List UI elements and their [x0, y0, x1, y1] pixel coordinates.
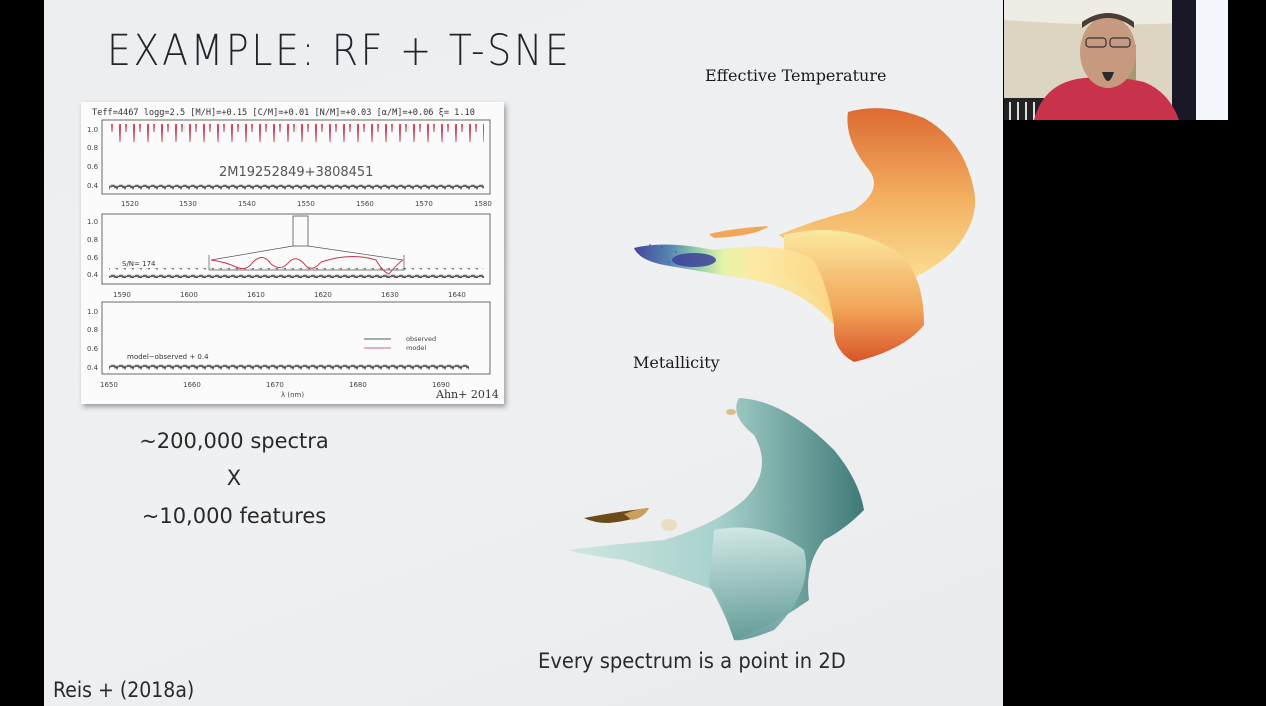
- svg-text:1680: 1680: [349, 381, 367, 389]
- svg-text:1620: 1620: [314, 291, 332, 299]
- presenter-webcam: [1004, 0, 1228, 120]
- stellar-parameters: Teff=4467 logg=2.5 [M/H]=+0.15 [C/M]=+0.…: [92, 108, 475, 118]
- spectrum-figure: Teff=4467 logg=2.5 [M/H]=+0.15 [C/M]=+0.…: [81, 102, 504, 404]
- svg-text:1650: 1650: [100, 381, 118, 389]
- svg-text:0.6: 0.6: [87, 254, 99, 262]
- legend-model: model: [406, 344, 426, 352]
- svg-text:0.4: 0.4: [87, 271, 99, 279]
- svg-text:1.0: 1.0: [87, 218, 98, 226]
- tsne-teff-plot: [634, 108, 976, 362]
- svg-text:1.0: 1.0: [87, 126, 98, 134]
- svg-text:1580: 1580: [474, 200, 492, 208]
- tsne-teff-title: Effective Temperature: [705, 66, 887, 85]
- spectrum-panel-3: model−observed + 0.4 observed model 1.0 …: [87, 301, 499, 401]
- spectrum-panel-1: 2M19252849+3808451 1.0 0.8 0.6 0.4 1520 …: [87, 119, 492, 208]
- svg-text:0.4: 0.4: [87, 182, 99, 190]
- svg-text:0.4: 0.4: [87, 364, 99, 372]
- spectrum-plot: Teff=4467 logg=2.5 [M/H]=+0.15 [C/M]=+0.…: [87, 108, 499, 401]
- x-axis-label: λ (nm): [281, 391, 304, 399]
- svg-text:0.6: 0.6: [87, 163, 99, 171]
- star-id: 2M19252849+3808451: [219, 165, 373, 180]
- snr-label: S/N= 174: [122, 260, 156, 268]
- slide-citation: Reis + (2018a): [53, 678, 195, 702]
- svg-text:0.8: 0.8: [87, 144, 98, 152]
- svg-text:1530: 1530: [179, 200, 197, 208]
- svg-text:1550: 1550: [297, 200, 315, 208]
- presentation-slide: EXAMPLE: RF + T-SNE Teff=4467 logg=2.5 […: [44, 0, 1003, 706]
- svg-text:1640: 1640: [448, 291, 466, 299]
- svg-text:1560: 1560: [356, 200, 374, 208]
- svg-text:0.8: 0.8: [87, 326, 98, 334]
- presenter-video-frame: [1004, 0, 1228, 120]
- legend-observed: observed: [406, 335, 436, 343]
- svg-text:1630: 1630: [381, 291, 399, 299]
- residual-label: model−observed + 0.4: [127, 353, 209, 361]
- tsne-metallicity-title: Metallicity: [633, 353, 720, 372]
- spectrum-panel-2: S/N= 174 1.0 0.8 0.6 0.4 1590 1600 1610 …: [87, 213, 491, 299]
- svg-text:1590: 1590: [113, 291, 131, 299]
- svg-text:1600: 1600: [180, 291, 198, 299]
- spectra-count: ~200,000 spectra: [139, 429, 329, 453]
- svg-text:1570: 1570: [415, 200, 433, 208]
- times-symbol: X: [226, 466, 242, 490]
- svg-text:1.0: 1.0: [87, 308, 98, 316]
- slide-title: EXAMPLE: RF + T-SNE: [107, 26, 572, 76]
- figure-source: Ahn+ 2014: [435, 388, 499, 401]
- svg-text:1670: 1670: [266, 381, 284, 389]
- svg-text:1690: 1690: [432, 381, 450, 389]
- svg-text:1520: 1520: [121, 200, 139, 208]
- svg-text:1540: 1540: [238, 200, 256, 208]
- tsne-metallicity-plot: [569, 398, 864, 641]
- svg-text:1610: 1610: [247, 291, 265, 299]
- slide-caption: Every spectrum is a point in 2D: [538, 649, 846, 673]
- svg-text:0.6: 0.6: [87, 345, 99, 353]
- svg-text:0.8: 0.8: [87, 236, 98, 244]
- features-count: ~10,000 features: [141, 504, 327, 528]
- svg-text:1660: 1660: [183, 381, 201, 389]
